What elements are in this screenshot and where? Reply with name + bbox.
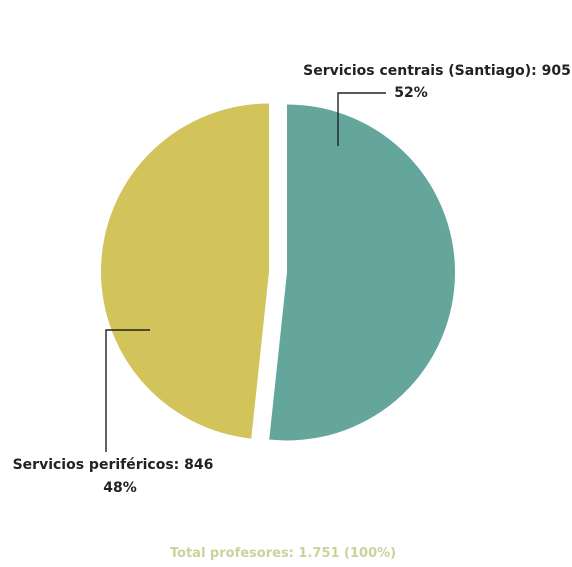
leader-line-central	[337, 92, 386, 146]
pie-slice-central	[269, 104, 455, 441]
pie-slices	[101, 103, 455, 441]
leader-line-central-path	[337, 92, 386, 146]
total-label: Total profesores: 1.751 (100%)	[170, 546, 396, 561]
slice-label-periferico: Servicios periféricos: 846	[13, 457, 214, 473]
pie-slice-periferico	[101, 103, 270, 439]
slice-label-central: Servicios centrais (Santiago): 905	[303, 63, 571, 79]
leader-line-periferico	[105, 329, 150, 452]
slice-percent-central: 52%	[394, 85, 428, 101]
leader-line-periferico-path	[105, 329, 150, 452]
slice-percent-periferico: 48%	[103, 480, 137, 496]
